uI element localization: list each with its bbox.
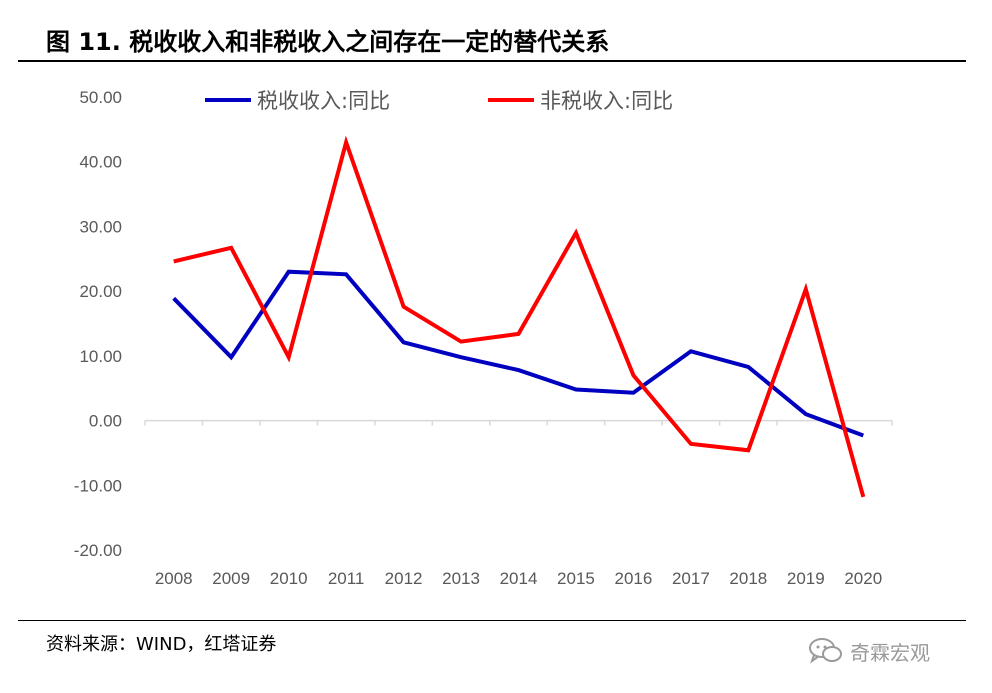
nontax-revenue-series-line (173, 135, 866, 498)
y-tick-label: 10.00 (79, 347, 122, 366)
x-tick-label: 2018 (729, 569, 767, 588)
tax-revenue-series-line (172, 269, 864, 438)
x-tick-label: 2009 (212, 569, 250, 588)
watermark-text: 奇霖宏观 (850, 640, 930, 665)
x-tick-label: 2010 (270, 569, 308, 588)
x-tick-label: 2017 (672, 569, 710, 588)
x-axis: 2008 2009 2010 2011 2012 2013 2014 2015 2016 2017… (144, 419, 893, 588)
x-tick-label: 2013 (442, 569, 480, 588)
watermark: 奇霖宏观 (808, 636, 930, 666)
x-tick-label: 2012 (385, 569, 423, 588)
source-note: 资料来源：WIND，红塔证券 (46, 634, 277, 655)
x-tick-label: 2008 (155, 569, 193, 588)
legend-label: 税收收入:同比 (257, 89, 390, 113)
y-tick-label: 0.00 (89, 412, 122, 431)
chart-legend: 税收收入:同比 非税收入:同比 (205, 89, 673, 113)
y-axis-ticks: 50.00 40.00 30.00 20.00 10.00 0.00 -10.00 -20.0… (74, 88, 122, 560)
y-tick-label: -10.00 (74, 476, 122, 495)
x-tick-label: 2015 (557, 569, 595, 588)
y-tick-label: -20.00 (74, 541, 122, 560)
top-rule (18, 60, 966, 62)
y-tick-label: 40.00 (79, 153, 122, 172)
y-tick-label: 50.00 (79, 88, 122, 107)
y-tick-label: 30.00 (79, 217, 122, 236)
x-tick-label: 2016 (615, 569, 653, 588)
x-tick-label: 2014 (500, 569, 538, 588)
series-layer (172, 135, 866, 498)
chat-bubbles-icon (809, 638, 842, 664)
bottom-rule (18, 620, 966, 621)
figure-title: 图 11. 税收收入和非税收入之间存在一定的替代关系 (46, 28, 610, 56)
x-tick-label: 2020 (844, 569, 882, 588)
x-tick-label: 2019 (787, 569, 825, 588)
x-tick-label: 2011 (328, 569, 365, 588)
y-tick-label: 20.00 (79, 282, 122, 301)
legend-label: 非税收入:同比 (540, 89, 673, 113)
